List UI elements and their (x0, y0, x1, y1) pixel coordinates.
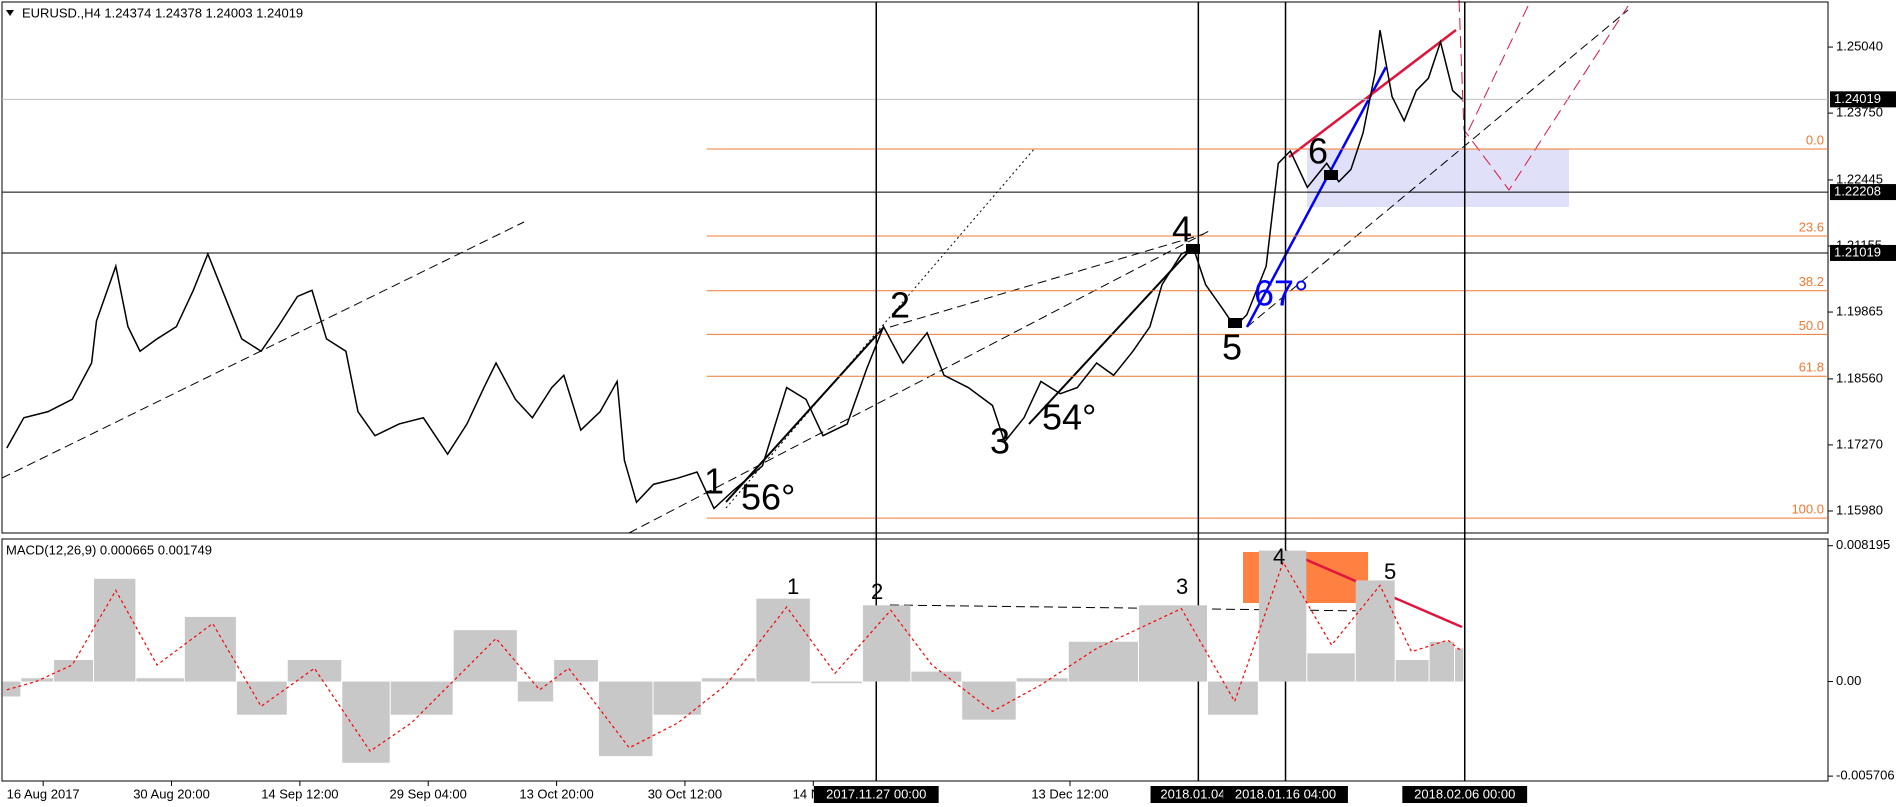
marker (1324, 170, 1338, 180)
wave-label: 6 (1308, 131, 1328, 172)
x-tick-label: 13 Oct 20:00 (519, 786, 593, 801)
x-tick-label: 29 Sep 04:00 (390, 786, 467, 801)
wave-line (1288, 29, 1457, 158)
y-tick-label: 0.008195 (1836, 537, 1890, 552)
fib-label: 23.6 (1799, 219, 1824, 234)
wave-line (1245, 66, 1388, 328)
y-tick-label: 1.18560 (1836, 370, 1883, 385)
histogram-bar (810, 681, 862, 684)
wave-label: 1 (787, 574, 799, 599)
fib-label: 0.0 (1806, 132, 1824, 147)
histogram-bar (517, 681, 554, 702)
histogram-bar (1455, 648, 1464, 682)
y-tick-label: 0.00 (1836, 673, 1861, 688)
time-label: 2018.02.06 00:00 (1414, 786, 1515, 801)
y-tick-label: 1.17270 (1836, 436, 1883, 451)
histogram-bar (390, 681, 453, 715)
wave-label: 2 (871, 579, 883, 604)
y-tick-label: 1.25040 (1836, 38, 1883, 53)
price-panel (1, 1, 1829, 534)
time-label-box (813, 786, 939, 803)
histogram-bar (287, 660, 342, 682)
x-tick-label: 14 Sep 12:00 (261, 786, 338, 801)
projection-lines (1458, 0, 1629, 191)
y-tick-label: 1.15980 (1836, 502, 1883, 517)
histogram-bar (862, 605, 911, 682)
wave-label: 5 (1222, 327, 1242, 368)
histogram-bar (184, 616, 236, 682)
histogram-bar (453, 630, 517, 682)
angle-label: 54° (1042, 397, 1096, 438)
angle-label: 67° (1254, 273, 1308, 314)
histogram-bar (554, 660, 598, 682)
trend-lines (1, 9, 1629, 534)
x-tick-label: 13 Dec 12:00 (1031, 786, 1108, 801)
histogram-bar (756, 598, 810, 682)
histogram-bar (21, 678, 54, 682)
fib-label: 38.2 (1799, 274, 1824, 289)
wave-label: 3 (1176, 574, 1188, 599)
time-label: 2018.01.16 04:00 (1235, 786, 1336, 801)
icon (6, 10, 14, 16)
wave-label: 2 (890, 285, 910, 326)
histogram-bar (1355, 580, 1395, 682)
fib-label: 50.0 (1799, 318, 1824, 333)
y-tick-label: -0.005706 (1836, 768, 1895, 783)
histogram-bar (236, 681, 287, 715)
price-label: 1.24019 (1834, 91, 1881, 106)
histogram-bar (94, 578, 136, 682)
histogram-bar (962, 681, 1016, 720)
histogram-bar (1395, 660, 1429, 682)
time-label: 2017.11.27 00:00 (826, 786, 926, 801)
wave-label: 1 (704, 461, 724, 502)
price-label: 1.22208 (1834, 184, 1881, 199)
marker (1228, 318, 1242, 328)
chart-title: MACD(12,26,9) 0.000665 0.001749 (6, 542, 212, 557)
price-label: 1.21019 (1834, 244, 1881, 259)
fib-label: 61.8 (1799, 360, 1824, 375)
wave-label: 3 (990, 421, 1010, 462)
histogram-bar (1016, 678, 1068, 682)
histogram-bar (1068, 641, 1139, 682)
price-label-box (1830, 184, 1896, 201)
histogram-bar (136, 678, 184, 682)
x-tick-label: 30 Oct 12:00 (648, 786, 722, 801)
wave-line (1028, 247, 1193, 425)
trend-line (725, 147, 1036, 509)
histogram-bar (54, 660, 94, 682)
y-tick-label: 1.22445 (1836, 171, 1883, 186)
histogram-bar (1139, 605, 1208, 682)
wave-label: 5 (1384, 559, 1396, 584)
wave-label: 4 (1273, 544, 1285, 569)
time-label-box (1150, 786, 1247, 803)
zone (1307, 149, 1569, 207)
y-tick-label: 1.19865 (1836, 303, 1883, 318)
wave-line (725, 326, 885, 503)
histogram-bar (2, 681, 21, 697)
macd-panel (1, 538, 1829, 782)
wave-label: 4 (1172, 209, 1192, 250)
histogram-bar (598, 681, 653, 757)
histogram-bar (1429, 641, 1455, 682)
time-label-box (1402, 786, 1528, 803)
fib-label: 100.0 (1791, 502, 1824, 517)
angle-label: 56° (741, 477, 795, 518)
price-label-box (1830, 91, 1896, 108)
x-tick-label: 16 Aug 2017 (7, 786, 80, 801)
histogram-bar (653, 681, 701, 715)
price-line-series (6, 30, 1463, 510)
histogram-bar (1307, 653, 1355, 682)
histogram-bar (1258, 550, 1307, 682)
chart-title: EURUSD.,H4 1.24374 1.24378 1.24003 1.240… (22, 5, 303, 20)
time-label-box (1223, 786, 1348, 803)
histogram-bar (911, 671, 962, 682)
histogram-bar (701, 678, 756, 682)
histogram-bar (342, 681, 390, 763)
time-label: 2018.01.04 2 (1160, 786, 1236, 801)
x-tick-label: 30 Aug 20:00 (133, 786, 210, 801)
price-label-box (1830, 244, 1896, 261)
y-tick-label: 1.23750 (1836, 105, 1883, 120)
